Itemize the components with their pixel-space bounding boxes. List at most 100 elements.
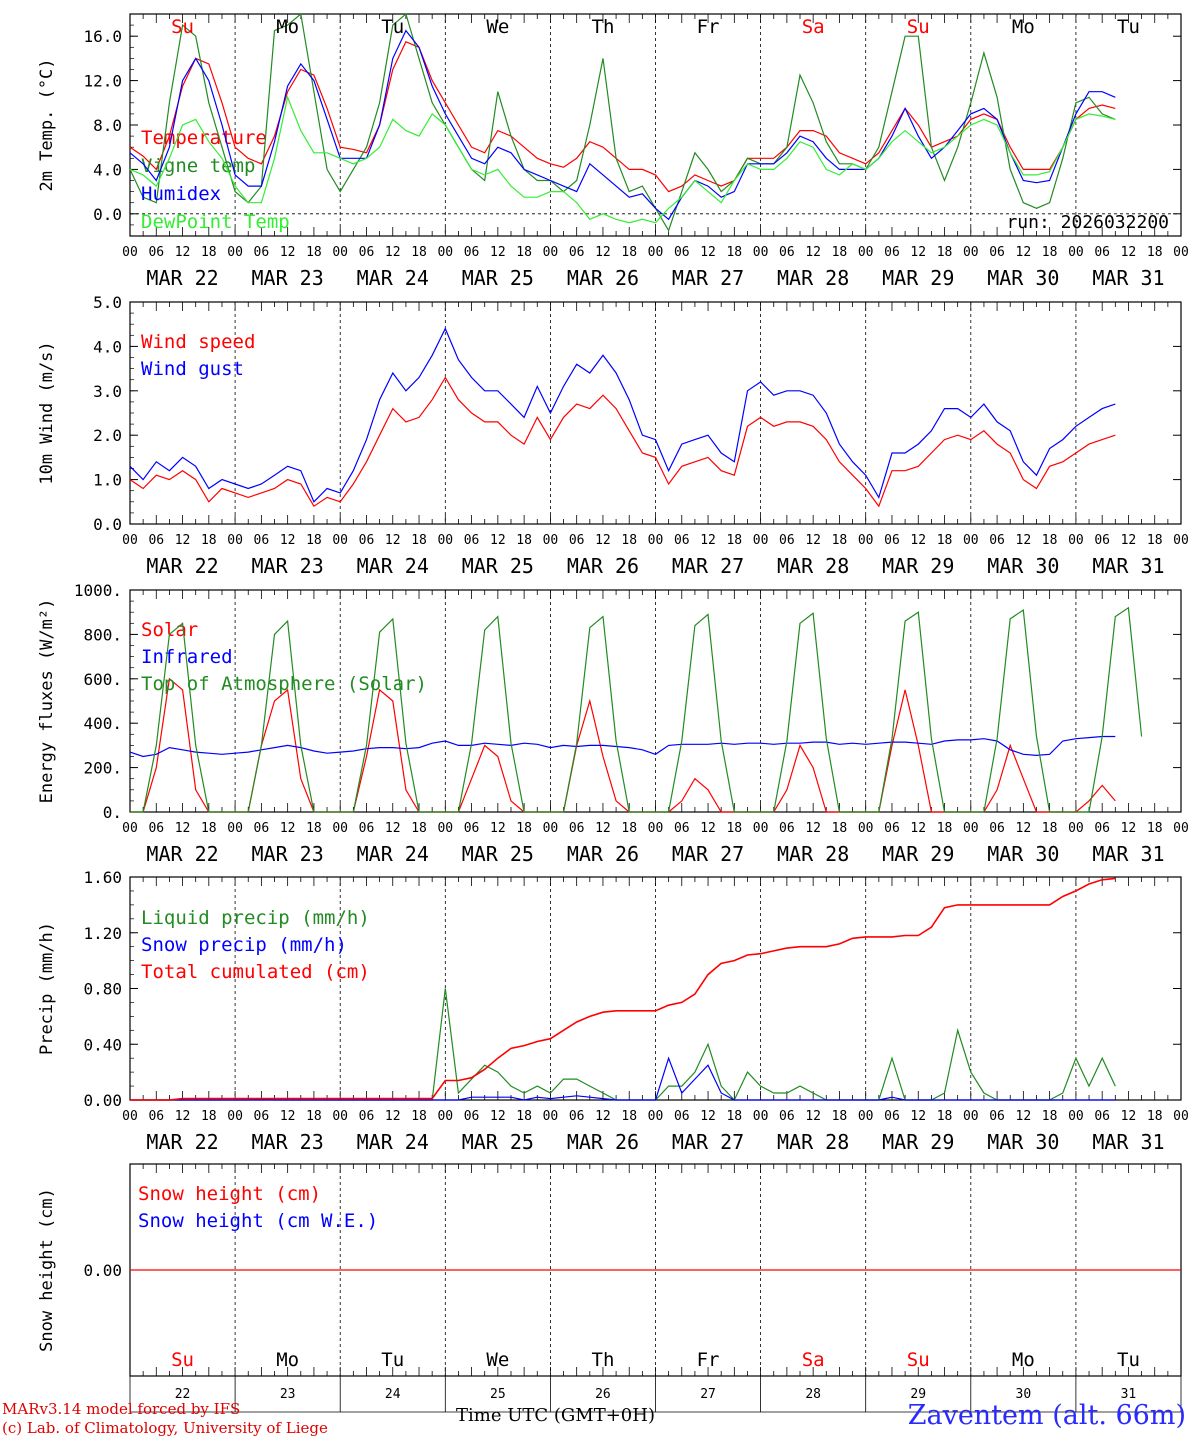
precip-ytick-label: 1.60 <box>83 868 122 887</box>
hour-label: 00 <box>332 533 348 548</box>
hour-label: 06 <box>779 1109 795 1124</box>
wind-ytick-label: 1.0 <box>93 471 122 490</box>
day-number: 27 <box>700 1387 716 1402</box>
hour-label: 06 <box>989 533 1005 548</box>
hour-label: 06 <box>884 245 900 260</box>
date-label: MAR 22 <box>146 842 218 866</box>
hour-label: 12 <box>700 821 716 836</box>
hour-label: 12 <box>805 1109 821 1124</box>
hour-label: 06 <box>989 821 1005 836</box>
hour-label: 18 <box>411 533 427 548</box>
hour-label: 06 <box>569 821 585 836</box>
date-label: MAR 26 <box>567 1130 639 1154</box>
hour-label: 12 <box>595 1109 611 1124</box>
hour-label: 12 <box>1121 821 1137 836</box>
date-label: MAR 22 <box>146 1130 218 1154</box>
hour-label: 18 <box>306 533 322 548</box>
date-label: MAR 24 <box>357 554 429 578</box>
hour-label: 06 <box>779 821 795 836</box>
hour-label: 00 <box>332 1109 348 1124</box>
date-label: MAR 24 <box>357 266 429 290</box>
energy-ytick-label: 400. <box>83 714 122 733</box>
hour-label: 18 <box>516 533 532 548</box>
hour-label: 00 <box>543 821 559 836</box>
energy-ytick-label: 600. <box>83 670 122 689</box>
hour-label: 18 <box>832 245 848 260</box>
hour-label: 00 <box>543 245 559 260</box>
hour-label: 00 <box>963 1109 979 1124</box>
hour-label: 06 <box>254 1109 270 1124</box>
hour-label: 00 <box>1173 1109 1189 1124</box>
precip-legend-1: Snow precip (mm/h) <box>141 934 347 956</box>
hour-label: 12 <box>280 533 296 548</box>
hour-label: 12 <box>805 821 821 836</box>
hour-label: 12 <box>490 245 506 260</box>
precip-ytick-label: 0.40 <box>83 1035 122 1054</box>
date-label: MAR 25 <box>462 554 534 578</box>
wind-legend-0: Wind speed <box>141 331 255 353</box>
hour-label: 12 <box>805 245 821 260</box>
hour-label: 00 <box>858 1109 874 1124</box>
day-name-top: Fr <box>697 16 720 38</box>
day-name-bottom: Su <box>907 1349 930 1371</box>
day-name-bottom: We <box>486 1349 509 1371</box>
hour-label: 00 <box>753 245 769 260</box>
hour-label: 00 <box>437 1109 453 1124</box>
date-label: MAR 29 <box>882 554 954 578</box>
hour-label: 00 <box>227 533 243 548</box>
hour-label: 00 <box>648 245 664 260</box>
hour-label: 12 <box>595 245 611 260</box>
date-label: MAR 23 <box>252 1130 324 1154</box>
date-label: MAR 23 <box>252 554 324 578</box>
hour-label: 18 <box>937 821 953 836</box>
hour-label: 06 <box>884 1109 900 1124</box>
hour-label: 06 <box>254 533 270 548</box>
day-number: 25 <box>490 1387 506 1402</box>
day-name-bottom: Mo <box>1012 1349 1035 1371</box>
hour-label: 12 <box>1121 245 1137 260</box>
date-label: MAR 30 <box>987 842 1059 866</box>
date-label: MAR 31 <box>1092 266 1164 290</box>
energy-ytick-label: 0. <box>103 803 122 822</box>
hour-label: 12 <box>1016 533 1032 548</box>
wind-series-0-line <box>129 376 1116 508</box>
day-number: 24 <box>385 1387 401 1402</box>
date-label: MAR 26 <box>567 842 639 866</box>
temperature-legend-3: DewPoint Temp <box>141 211 290 233</box>
snow-ytick-label: 0.00 <box>83 1261 122 1280</box>
temperature-series-1-line <box>129 12 1116 232</box>
hour-label: 00 <box>1173 821 1189 836</box>
hour-label: 00 <box>122 1109 138 1124</box>
day-name-bottom: Mo <box>276 1349 299 1371</box>
wind-ytick-label: 4.0 <box>93 337 122 356</box>
date-label: MAR 29 <box>882 266 954 290</box>
temperature-ytick-label: 0.0 <box>93 205 122 224</box>
day-name-top: Su <box>171 16 194 38</box>
hour-label: 00 <box>227 245 243 260</box>
energy-ytick-label: 200. <box>83 759 122 778</box>
hour-label: 18 <box>937 245 953 260</box>
hour-label: 00 <box>648 1109 664 1124</box>
date-label: MAR 27 <box>672 554 744 578</box>
hour-label: 12 <box>910 821 926 836</box>
hour-label: 12 <box>385 821 401 836</box>
hour-label: 12 <box>1121 1109 1137 1124</box>
temperature-series-3-line <box>129 95 1116 224</box>
temperature-ytick-label: 8.0 <box>93 116 122 135</box>
precip-legend-0: Liquid precip (mm/h) <box>141 907 370 929</box>
hour-label: 00 <box>1068 1109 1084 1124</box>
hour-label: 00 <box>437 533 453 548</box>
hour-label: 06 <box>464 1109 480 1124</box>
precip-series-0-line <box>130 988 1116 1102</box>
day-name-bottom: Su <box>171 1349 194 1371</box>
hour-label: 12 <box>910 533 926 548</box>
hour-label: 06 <box>569 245 585 260</box>
hour-label: 00 <box>122 245 138 260</box>
day-name-bottom: Sa <box>802 1349 825 1371</box>
hour-label: 18 <box>306 1109 322 1124</box>
hour-label: 00 <box>1068 245 1084 260</box>
date-label: MAR 28 <box>777 554 849 578</box>
hour-label: 12 <box>385 533 401 548</box>
hour-label: 12 <box>175 821 191 836</box>
hour-label: 00 <box>1173 533 1189 548</box>
